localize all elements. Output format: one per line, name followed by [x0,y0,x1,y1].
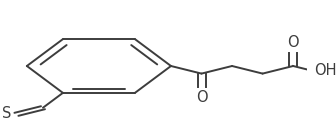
Text: O: O [196,90,207,105]
Text: OH: OH [314,63,336,78]
Text: O: O [287,35,299,50]
Text: S: S [2,105,11,121]
